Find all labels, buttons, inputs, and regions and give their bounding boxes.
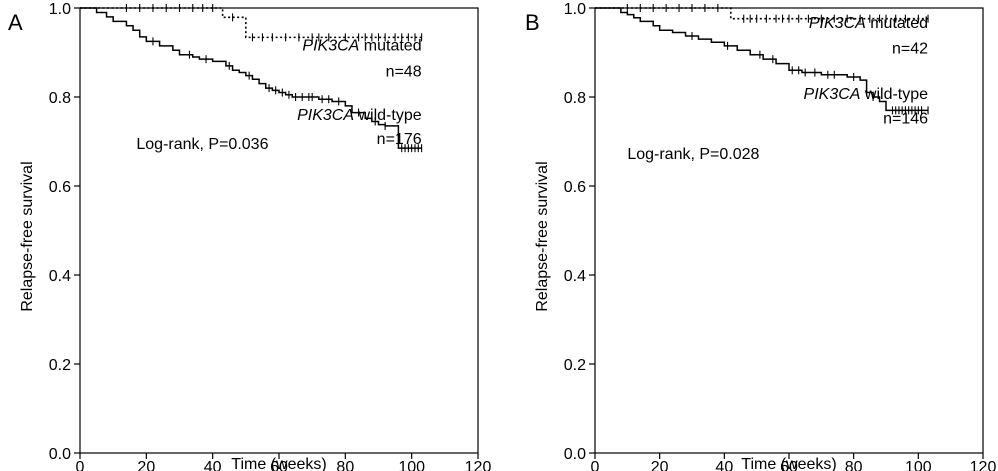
x-tick-label: 60 [270, 459, 288, 471]
series-mutated [595, 4, 929, 23]
series-label-gene: PIK3CA [809, 15, 866, 32]
y-tick-label: 0.2 [49, 357, 71, 374]
series-label-group: wild-type [860, 86, 928, 103]
series-wild-type [80, 7, 423, 153]
y-axis-title: Relapse-free survival [534, 161, 551, 311]
survival-curve [80, 7, 422, 149]
series-label: PIK3CA mutated [809, 15, 928, 32]
x-tick-label: 100 [398, 459, 425, 471]
x-tick-label: 80 [336, 459, 354, 471]
x-tick-label: 120 [970, 459, 997, 471]
series-wild-type [595, 7, 929, 115]
series-label: PIK3CA mutated [302, 37, 421, 54]
plot-frame [594, 7, 984, 454]
x-tick-label: 80 [845, 459, 863, 471]
y-tick-label: 1.0 [564, 1, 586, 18]
x-tick-label: 0 [76, 459, 85, 471]
y-tick-label: 0.6 [564, 179, 586, 196]
series-n-label: n=42 [892, 40, 928, 57]
x-tick-label: 120 [465, 459, 492, 471]
series-label-gene: PIK3CA [804, 86, 861, 103]
x-tick-label: 100 [905, 459, 932, 471]
survival-curve [595, 7, 929, 20]
panel-b: B 0 20 40 60 80 100 120 0.0 0.2 0.4 0.6 0.8 1.0 Time (… [525, 1, 996, 471]
series-label-gene: PIK3CA [302, 37, 359, 54]
y-tick-label: 1.0 [49, 1, 71, 18]
series-label-group: mutated [359, 37, 421, 54]
y-tick-label: 0.4 [49, 268, 71, 285]
panel-a: A 0 20 40 60 80 100 120 0.0 0.2 0.4 0.6 0.8 1.0 Time (… [8, 1, 491, 471]
series-n-label: n=48 [386, 64, 422, 81]
x-tick-label: 20 [137, 459, 155, 471]
panel-letter: B [525, 10, 540, 35]
survival-curve [80, 7, 422, 39]
logrank-annotation: Log-rank, P=0.036 [136, 136, 268, 153]
series-label: PIK3CA wild-type [804, 86, 929, 103]
series-n-label: n=146 [883, 111, 928, 128]
series-label-group: wild-type [354, 107, 422, 124]
x-tick-label: 20 [651, 459, 669, 471]
x-tick-label: 40 [715, 459, 733, 471]
y-tick-label: 0.8 [564, 90, 586, 107]
y-tick-label: 0.4 [564, 268, 586, 285]
series-n-label: n=176 [377, 131, 422, 148]
x-tick-label: 60 [780, 459, 798, 471]
y-tick-label: 0.0 [49, 446, 71, 463]
series-label-gene: PIK3CA [297, 107, 354, 124]
y-tick-label: 0.6 [49, 179, 71, 196]
x-axis-title: Time (weeks) [741, 456, 836, 471]
series-mutated [80, 4, 423, 42]
series-label-group: mutated [866, 15, 928, 32]
x-axis-title: Time (weeks) [231, 456, 326, 471]
logrank-annotation: Log-rank, P=0.028 [627, 146, 759, 163]
panel-letter: A [8, 10, 23, 35]
x-tick-label: 40 [204, 459, 222, 471]
y-tick-label: 0.0 [564, 446, 586, 463]
y-tick-label: 0.8 [49, 90, 71, 107]
series-label: PIK3CA wild-type [297, 107, 422, 124]
y-tick-label: 0.2 [564, 357, 586, 374]
survival-curve [595, 7, 929, 112]
x-tick-label: 0 [591, 459, 600, 471]
y-axis-title: Relapse-free survival [19, 161, 36, 311]
